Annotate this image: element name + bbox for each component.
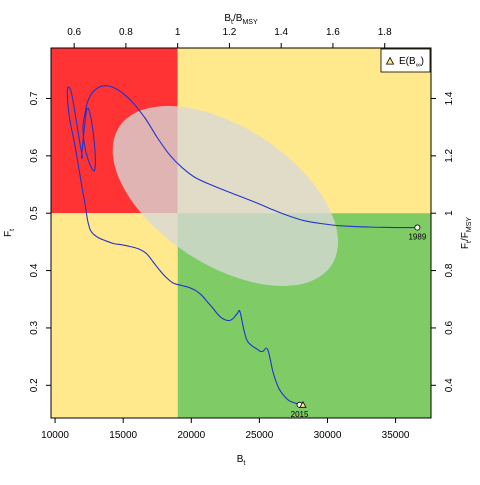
y-tick-label: 0.5	[29, 206, 40, 220]
top-tick-label: 0.6	[67, 27, 81, 38]
axes-layer: 10000 15000 20000 25000 30000 35000 0.2 0.3 0.4 0…	[29, 27, 455, 441]
top-tick-label: 1.4	[274, 27, 288, 38]
quadrant-yellow-bottom	[51, 213, 178, 418]
right-tick-label: 0.6	[444, 321, 455, 335]
y-tick-label: 0.2	[29, 378, 40, 392]
legend-triangle-icon	[385, 56, 395, 65]
expected-biomass-marker	[299, 400, 307, 408]
legend-label: E(B∞)	[399, 56, 424, 69]
x-axis-title: Bt	[237, 454, 246, 467]
top-tick-label: 1.2	[222, 27, 236, 38]
y-tick-label: 0.6	[29, 148, 40, 162]
legend-box	[380, 48, 431, 73]
point-label-2015: 2015	[291, 410, 309, 419]
x-tick-label: 25000	[245, 430, 273, 441]
point-label-1989: 1989	[408, 233, 426, 242]
point-1989	[414, 224, 421, 231]
confidence-region	[112, 106, 338, 286]
right-tick-label: 1.2	[444, 148, 455, 162]
right-tick-label: 1.4	[444, 91, 455, 105]
x-tick-label: 35000	[382, 430, 410, 441]
right-axis-title: Ft/FMSY	[460, 217, 473, 249]
trajectory-line	[66, 85, 418, 406]
top-tick-label: 1.8	[378, 27, 392, 38]
top-tick-label: 0.8	[119, 27, 133, 38]
x-tick-label: 30000	[314, 430, 342, 441]
trajectory-layer	[66, 85, 418, 406]
confidence-ellipse	[112, 106, 338, 286]
top-tick-label: 1	[175, 27, 181, 38]
right-tick-label: 0.8	[444, 263, 455, 277]
y-tick-label: 0.3	[29, 321, 40, 335]
x-tick-label: 10000	[41, 430, 69, 441]
right-tick-label: 1	[444, 210, 455, 216]
legend: E(B∞)	[380, 48, 431, 73]
points-layer: 1989 2015	[291, 224, 427, 419]
top-axis-title: Bt/BMSY	[224, 13, 258, 26]
x-tick-label: 20000	[177, 430, 205, 441]
x-tick-label: 15000	[109, 430, 137, 441]
y-axis-title: Ft	[3, 229, 16, 237]
top-tick-label: 1.6	[326, 27, 340, 38]
y-tick-label: 0.4	[29, 263, 40, 277]
y-tick-label: 0.7	[29, 91, 40, 105]
right-tick-label: 0.4	[444, 378, 455, 392]
plot-frame	[50, 47, 432, 419]
